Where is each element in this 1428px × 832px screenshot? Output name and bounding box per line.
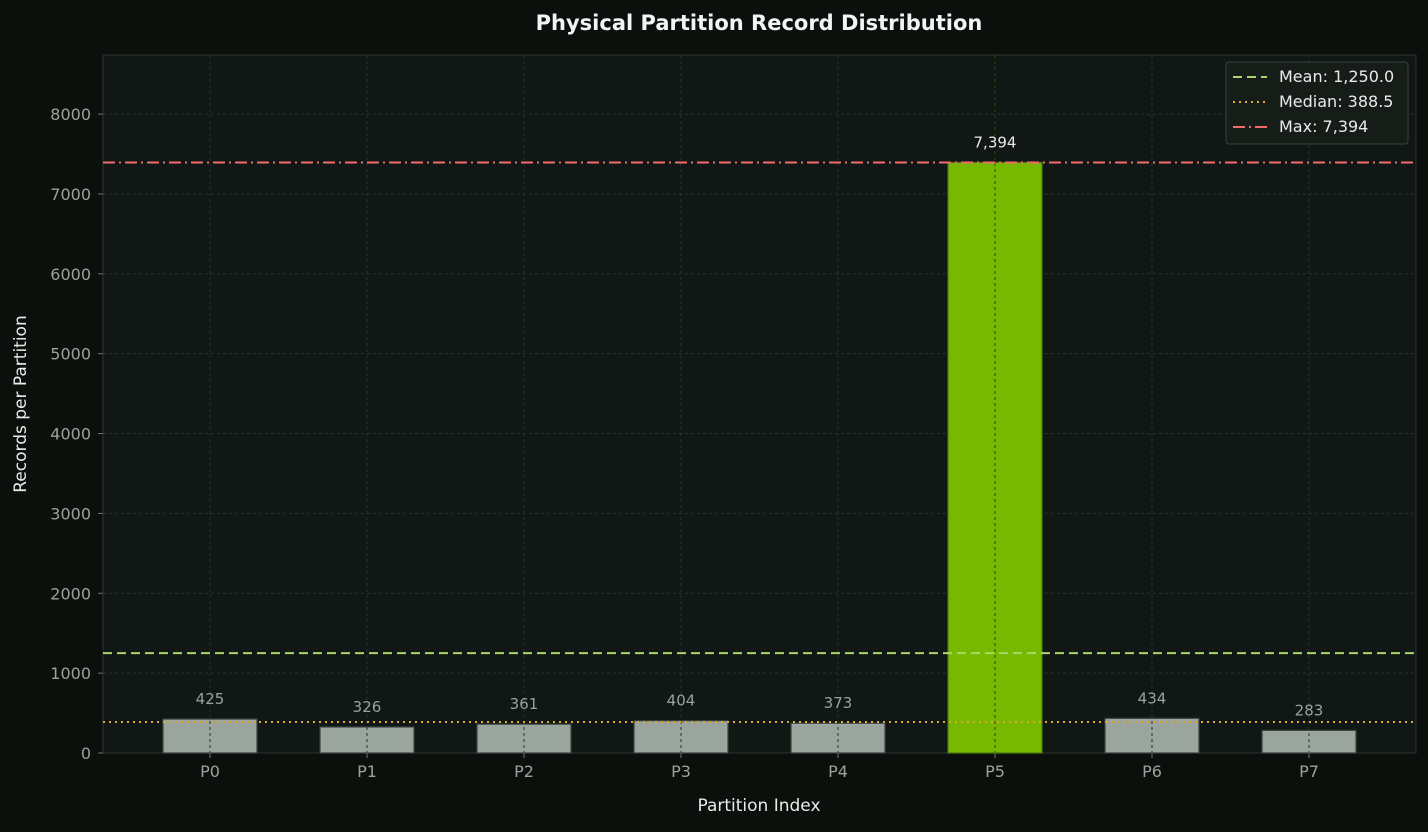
x-tick-label: P2 — [514, 762, 534, 781]
x-tick-label: P0 — [200, 762, 220, 781]
legend-box — [1225, 61, 1409, 145]
bar-value-label: 404 — [667, 692, 696, 710]
legend-label: Median: 388.5 — [1279, 92, 1393, 111]
x-tick-label: P1 — [357, 762, 377, 781]
x-axis-ticks: P0 P1 P2 P3 P4 P5 P6 P7 — [200, 753, 1319, 781]
y-tick-label: 6000 — [50, 265, 91, 284]
x-tick-label: P6 — [1142, 762, 1162, 781]
bar-value-label: 7,394 — [974, 133, 1017, 151]
legend-label: Mean: 1,250.0 — [1279, 67, 1394, 86]
legend-label: Max: 7,394 — [1279, 117, 1368, 136]
bar-value-label: 326 — [353, 698, 382, 716]
reference-lines — [103, 161, 1416, 723]
bar-value-label: 373 — [824, 694, 853, 712]
bar-value-label: 283 — [1295, 701, 1324, 719]
legend: Mean: 1,250.0 Median: 388.5 Max: 7,394 — [1225, 61, 1409, 145]
y-tick-label: 7000 — [50, 185, 91, 204]
x-axis-label: Partition Index — [697, 796, 820, 816]
y-axis-label: Records per Partition — [11, 315, 31, 493]
x-tick-label: P3 — [671, 762, 691, 781]
y-tick-label: 3000 — [50, 504, 91, 523]
bar-value-label: 361 — [510, 695, 539, 713]
y-axis-ticks: 0 1000 2000 3000 4000 5000 6000 7000 8000 — [50, 105, 103, 763]
y-tick-label: 5000 — [50, 345, 91, 364]
y-tick-label: 4000 — [50, 425, 91, 444]
vertical-grid-lines — [209, 55, 1310, 753]
x-tick-label: P7 — [1299, 762, 1319, 781]
chart-title: Physical Partition Record Distribution — [536, 11, 983, 35]
x-tick-label: P4 — [828, 762, 848, 781]
bar-value-labels: 425 326 361 404 373 7,394 434 283 — [196, 133, 1324, 719]
bar-value-label: 434 — [1138, 689, 1167, 707]
y-tick-label: 1000 — [50, 664, 91, 683]
plot-area — [102, 54, 1417, 754]
bar-value-label: 425 — [196, 690, 225, 708]
x-tick-label: P5 — [985, 762, 1005, 781]
y-tick-label: 2000 — [50, 584, 91, 603]
bar-p3 — [633, 720, 729, 754]
y-tick-label: 8000 — [50, 105, 91, 124]
y-tick-label: 0 — [81, 744, 91, 763]
